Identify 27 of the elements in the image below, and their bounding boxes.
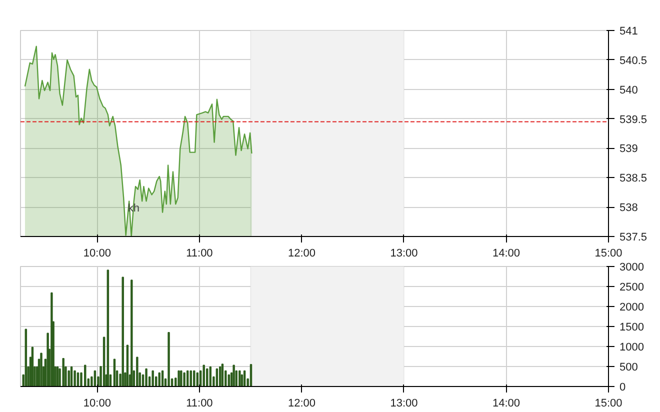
x-tick-label: 12:00 xyxy=(288,398,316,410)
y-tick-label: 538.5 xyxy=(620,172,648,185)
x-tick-label: 14:00 xyxy=(492,398,520,410)
y-tick-label: 540.5 xyxy=(620,54,648,67)
x-tick-label: 10:00 xyxy=(83,248,111,260)
x-tick-label: 15:00 xyxy=(594,248,622,260)
x-tick-label: 15:00 xyxy=(594,398,622,410)
y-tick-label: 2000 xyxy=(620,302,644,314)
y-tick-label: 0 xyxy=(620,382,626,394)
x-tick-label: 13:00 xyxy=(390,398,418,410)
y-tick-label: 1500 xyxy=(620,322,644,334)
y-tick-label: 2500 xyxy=(620,282,644,294)
y-tick-label: 3000 xyxy=(620,262,644,274)
x-tick-label: 14:00 xyxy=(492,248,520,260)
x-tick-label: 13:00 xyxy=(390,248,418,260)
y-tick-label: 1000 xyxy=(620,342,644,354)
y-tick-label: 538 xyxy=(620,202,638,214)
x-tick-label: 11:00 xyxy=(186,248,213,260)
y-tick-label: 539 xyxy=(620,143,638,156)
x-tick-label: 10:00 xyxy=(83,398,111,410)
y-tick-label: 537.5 xyxy=(620,232,648,244)
x-tick-label: 11:00 xyxy=(186,398,213,410)
x-tick-label: 12:00 xyxy=(288,248,316,260)
y-tick-label: 500 xyxy=(620,362,638,374)
y-tick-label: 540 xyxy=(620,84,638,96)
y-tick-label: 541 xyxy=(620,26,638,38)
y-tick-label: 539.5 xyxy=(620,114,648,126)
